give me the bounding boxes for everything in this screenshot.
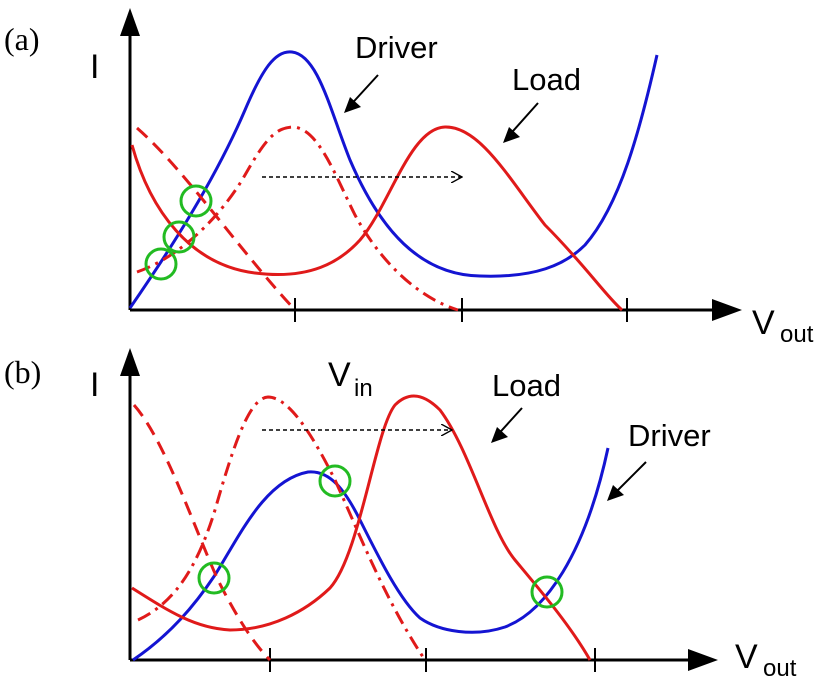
intersection-circle-icon xyxy=(162,220,196,254)
intersection-circle-icon xyxy=(179,184,213,218)
panel-b-label: (b) xyxy=(4,354,41,390)
panel-a-intersections xyxy=(144,184,213,281)
panel-b-driver-annotation: Driver xyxy=(628,418,711,453)
panel-b-y-arrowhead-icon xyxy=(120,348,140,376)
panel-b-load-pointer-arrowhead-icon xyxy=(491,427,508,443)
panel-b-y-axis-label: I xyxy=(90,366,99,404)
panel-a-y-axis-label: I xyxy=(90,48,99,86)
panel-b-driver-pointer-arrowhead-icon xyxy=(607,485,624,501)
intersection-circle-icon xyxy=(530,575,564,609)
panel-a-load-curve-dashed xyxy=(136,126,297,312)
panel-a-label: (a) xyxy=(4,21,40,57)
intersection-circle-icon xyxy=(318,464,352,498)
panel-b-x-arrowhead-icon xyxy=(688,649,718,671)
panel-a-x-axis-label-sub: out xyxy=(780,321,814,348)
panel-a-axes xyxy=(128,30,715,312)
panel-a-y-arrowhead-icon xyxy=(120,8,140,36)
intersection-circle-icon xyxy=(144,247,178,281)
panel-b-load-annotation: Load xyxy=(492,368,561,403)
panel-b-x-axis-label-sub: out xyxy=(763,655,797,682)
panel-b-vin-label: V xyxy=(328,356,351,394)
panel-b-load-curve xyxy=(131,394,592,661)
panel-a-ticks xyxy=(294,298,628,322)
panel-a: (a) I V out Driver xyxy=(4,8,814,348)
panel-b-x-axis-label: V xyxy=(735,638,758,676)
panel-b-load-curve-dashdot xyxy=(137,395,427,661)
panel-a-x-arrowhead-icon xyxy=(712,299,742,321)
panel-b-vin-label-sub: in xyxy=(354,375,373,402)
panel-a-load-annotation: Load xyxy=(512,62,581,97)
panel-a-x-axis-label: V xyxy=(752,304,775,342)
intersection-circle-icon xyxy=(197,561,231,595)
panel-a-load-pointer-arrowhead-icon xyxy=(503,127,520,143)
panel-b-axes xyxy=(128,370,690,662)
panel-b: (b) I V out V in Load Driver xyxy=(4,348,797,682)
panel-a-load-curve xyxy=(130,125,623,312)
panel-a-driver-annotation: Driver xyxy=(355,30,438,65)
panel-b-load-curve-dashed xyxy=(132,404,272,662)
panel-b-intersections xyxy=(197,464,564,609)
panel-a-driver-pointer-arrowhead-icon xyxy=(344,97,361,113)
panel-a-driver-curve xyxy=(128,50,659,309)
panel-a-load-curve-dashdot xyxy=(136,125,459,312)
